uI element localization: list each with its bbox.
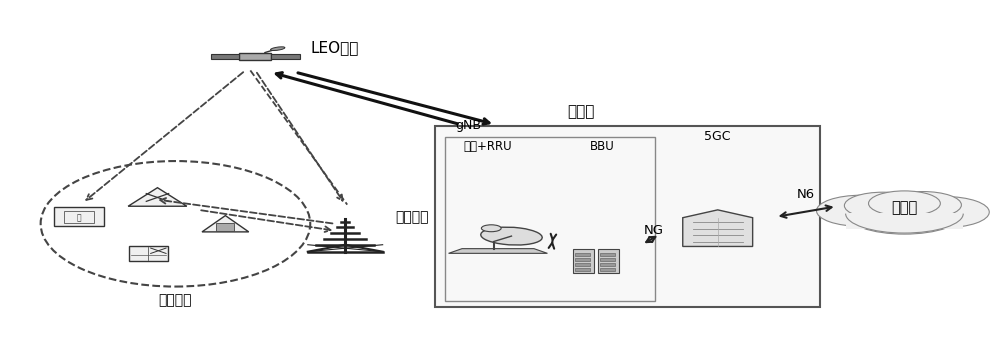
Text: 信关站: 信关站 bbox=[567, 104, 595, 119]
FancyBboxPatch shape bbox=[575, 268, 590, 271]
Text: 终端节点: 终端节点 bbox=[159, 294, 192, 308]
FancyBboxPatch shape bbox=[435, 126, 820, 307]
Circle shape bbox=[846, 193, 963, 234]
Polygon shape bbox=[683, 210, 753, 246]
Polygon shape bbox=[128, 188, 187, 206]
Text: N6: N6 bbox=[797, 188, 815, 201]
FancyBboxPatch shape bbox=[54, 207, 104, 226]
Text: NG: NG bbox=[643, 224, 663, 237]
FancyBboxPatch shape bbox=[575, 258, 590, 261]
Ellipse shape bbox=[481, 227, 542, 245]
Polygon shape bbox=[271, 54, 300, 59]
Circle shape bbox=[869, 191, 940, 216]
Polygon shape bbox=[239, 52, 271, 61]
Text: LEO卫星: LEO卫星 bbox=[310, 40, 359, 55]
Circle shape bbox=[481, 225, 501, 232]
Text: 5GC: 5GC bbox=[704, 130, 731, 143]
FancyBboxPatch shape bbox=[129, 246, 168, 261]
FancyBboxPatch shape bbox=[573, 249, 594, 273]
Circle shape bbox=[885, 191, 961, 218]
Text: 火: 火 bbox=[76, 213, 81, 222]
FancyBboxPatch shape bbox=[575, 263, 590, 266]
FancyBboxPatch shape bbox=[216, 223, 234, 231]
Text: 代理节点: 代理节点 bbox=[395, 210, 429, 224]
Circle shape bbox=[844, 192, 921, 219]
Text: 天线+RRU: 天线+RRU bbox=[464, 140, 512, 153]
Polygon shape bbox=[449, 248, 547, 253]
FancyBboxPatch shape bbox=[600, 263, 615, 266]
Ellipse shape bbox=[271, 47, 285, 50]
Circle shape bbox=[817, 195, 906, 226]
FancyBboxPatch shape bbox=[600, 258, 615, 261]
Polygon shape bbox=[211, 54, 239, 59]
Text: BBU: BBU bbox=[589, 140, 614, 153]
Text: gNB: gNB bbox=[455, 119, 481, 132]
FancyBboxPatch shape bbox=[600, 268, 615, 271]
Polygon shape bbox=[202, 216, 249, 232]
FancyBboxPatch shape bbox=[598, 249, 619, 273]
FancyBboxPatch shape bbox=[600, 253, 615, 256]
FancyBboxPatch shape bbox=[575, 253, 590, 256]
FancyBboxPatch shape bbox=[846, 212, 963, 229]
Text: 数据网: 数据网 bbox=[891, 201, 918, 216]
Circle shape bbox=[900, 196, 989, 228]
